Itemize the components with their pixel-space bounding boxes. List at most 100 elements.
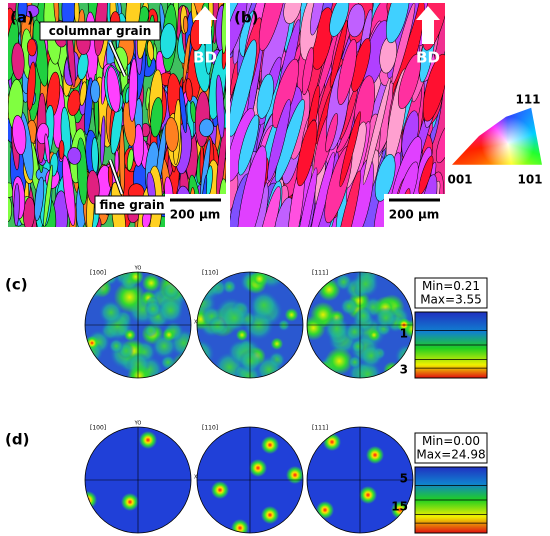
density-blob: [383, 361, 401, 378]
grain: [199, 118, 214, 137]
density-peak: [286, 466, 303, 484]
grain: [435, 122, 445, 164]
grain: [362, 78, 391, 185]
grain: [114, 149, 120, 174]
annotations: (a) columnar grain fine grain BD 200 µm …: [10, 6, 543, 227]
density-blob: [208, 316, 228, 336]
density-blob: [98, 300, 124, 325]
grain: [325, 113, 339, 153]
grain: [17, 3, 28, 23]
grain: [337, 39, 357, 105]
grain: [126, 148, 134, 171]
pole-figure: [197, 272, 303, 378]
legend-min: Min=0.00: [422, 434, 480, 448]
pole-label: [100]: [90, 425, 106, 432]
legend-max: Max=3.55: [420, 293, 482, 307]
density-blob: [108, 338, 124, 354]
density-peak: [323, 433, 341, 451]
density-peak: [249, 459, 267, 477]
density-blob: [197, 361, 216, 378]
legend-box: [414, 432, 488, 464]
density-blob: [85, 358, 100, 377]
density-peak: [261, 436, 279, 454]
ebsd-map-b: [230, 3, 445, 227]
density-blob: [350, 339, 366, 354]
grain: [267, 99, 291, 182]
pole-label: [110]: [202, 425, 218, 432]
density-blob: [144, 300, 162, 318]
density-blob: [197, 282, 210, 304]
grain: [58, 140, 65, 160]
annotation: columnar grain: [49, 24, 152, 38]
pole-figure: [85, 272, 191, 378]
density-peak: [85, 336, 99, 350]
density-blob: [284, 308, 299, 322]
grain: [128, 58, 138, 122]
annotation: fine grain: [99, 198, 164, 212]
grain: [296, 120, 318, 187]
pole-figure: [307, 272, 413, 378]
density-blob: [202, 277, 216, 292]
grain: [12, 115, 27, 156]
ipf-label: 111: [515, 93, 540, 107]
panel-label: (b): [234, 9, 258, 27]
grain: [397, 53, 421, 109]
density-peak: [368, 329, 380, 341]
ipf-label: 101: [517, 173, 542, 187]
grain: [164, 117, 179, 152]
density-blob: [127, 363, 152, 378]
colorbar-label: 15: [391, 500, 408, 514]
pole-label: [111]: [312, 270, 328, 277]
density-blob: [288, 272, 302, 281]
density-blob: [374, 306, 398, 330]
grain: [27, 38, 37, 57]
direction-label: BD: [193, 49, 217, 67]
density-blob: [348, 355, 362, 369]
direction-arrow: [193, 6, 217, 44]
grain: [334, 170, 361, 227]
density-blob: [197, 360, 209, 378]
grain: [221, 3, 226, 54]
grain: [44, 133, 51, 164]
density-peak: [366, 446, 384, 464]
density-blob: [113, 281, 146, 314]
density-peak: [316, 501, 334, 519]
grain: [347, 3, 366, 38]
density-blob: [284, 272, 303, 295]
density-peak: [211, 481, 229, 499]
ipf-label: 001: [447, 173, 472, 187]
grain: [62, 155, 76, 226]
grain: [147, 40, 154, 61]
density-blob: [325, 347, 354, 376]
grain: [310, 3, 325, 36]
scale-label: 200 µm: [389, 208, 440, 222]
grain: [329, 20, 348, 88]
grain: [422, 53, 445, 122]
density-peak: [121, 493, 139, 511]
density-blob: [157, 297, 184, 324]
density-blob: [162, 281, 180, 300]
grain: [26, 61, 36, 111]
density-blob: [170, 351, 191, 378]
density-peak: [85, 491, 97, 509]
legend-max: Max=24.98: [416, 448, 485, 462]
grain: [302, 47, 314, 96]
direction-arrow: [416, 6, 440, 44]
density-blob: [351, 272, 380, 298]
density-blob: [398, 276, 411, 289]
pointer: [109, 41, 126, 77]
grain: [237, 145, 267, 227]
density-blob: [354, 306, 373, 325]
density-blob: [287, 273, 303, 303]
scale-label: 200 µm: [170, 208, 221, 222]
density-blob: [340, 297, 358, 316]
grain: [13, 183, 20, 227]
density-blob: [142, 273, 161, 293]
grain: [107, 165, 113, 189]
grain: [230, 3, 248, 59]
direction-label: BD: [416, 49, 440, 67]
density-blob: [162, 328, 176, 342]
legend-min: Min=0.21: [422, 279, 480, 293]
grain: [339, 111, 361, 188]
